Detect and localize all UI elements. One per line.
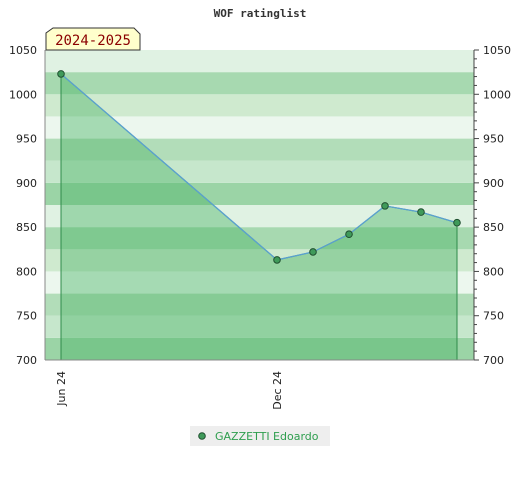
- grid-band: [45, 271, 474, 294]
- y-tick-label-right: 1050: [483, 44, 511, 57]
- grid-band: [45, 138, 474, 161]
- grid-band: [45, 50, 474, 73]
- y-tick-label-right: 750: [483, 310, 504, 323]
- y-tick-label-right: 1000: [483, 88, 511, 101]
- season-badge-label: 2024-2025: [55, 33, 131, 49]
- data-points: [57, 70, 461, 264]
- legend-box: [190, 426, 330, 446]
- y-tick-label-right: 700: [483, 354, 504, 367]
- axes: [44, 49, 479, 361]
- data-point: [453, 218, 461, 227]
- y-tick-label-left: 1050: [9, 44, 37, 57]
- y-tick-label-left: 750: [16, 310, 37, 323]
- grid-band: [45, 72, 474, 95]
- data-point: [417, 208, 425, 216]
- x-tick-label: Jun 24: [55, 371, 68, 407]
- grid-band: [45, 116, 474, 139]
- y-tick-label-left: 850: [16, 221, 37, 234]
- y-tick-label-left: 900: [16, 177, 37, 190]
- grid-band: [45, 315, 474, 338]
- tick-labels: 700 700 750 750 800 800 850 850 900 900 950 950 1000…: [9, 44, 511, 410]
- grid-band: [45, 293, 474, 316]
- data-point: [381, 202, 389, 210]
- y-tick-label-right: 850: [483, 221, 504, 234]
- grid-band: [45, 94, 474, 117]
- chart-title: WOF ratinglist: [214, 7, 307, 20]
- grid-band: [45, 182, 474, 205]
- y-tick-label-left: 1000: [9, 88, 37, 101]
- legend-label: GAZZETTI Edoardo: [215, 430, 319, 443]
- y-tick-label-right: 900: [483, 177, 504, 190]
- data-point: [309, 248, 317, 256]
- y-tick-label-right: 800: [483, 265, 504, 278]
- season-badge: 2024-2025: [45, 27, 141, 51]
- background-bands: [45, 50, 474, 360]
- grid-band: [45, 249, 474, 272]
- data-point: [57, 70, 65, 78]
- legend[interactable]: GAZZETTI Edoardo: [190, 426, 330, 446]
- y-tick-label-right: 950: [483, 133, 504, 146]
- x-tick-label: Dec 24: [271, 371, 284, 410]
- data-point: [345, 230, 353, 239]
- legend-marker: [198, 432, 206, 440]
- y-tick-label-left: 800: [16, 265, 37, 278]
- grid-band: [45, 205, 474, 228]
- y-tick-label-left: 950: [16, 133, 37, 146]
- grid-band: [45, 160, 474, 183]
- data-point: [273, 256, 281, 264]
- y-tick-label-left: 700: [16, 354, 37, 367]
- grid-band: [45, 227, 474, 250]
- grid-band: [45, 337, 474, 360]
- season-badge-shape: [45, 27, 141, 51]
